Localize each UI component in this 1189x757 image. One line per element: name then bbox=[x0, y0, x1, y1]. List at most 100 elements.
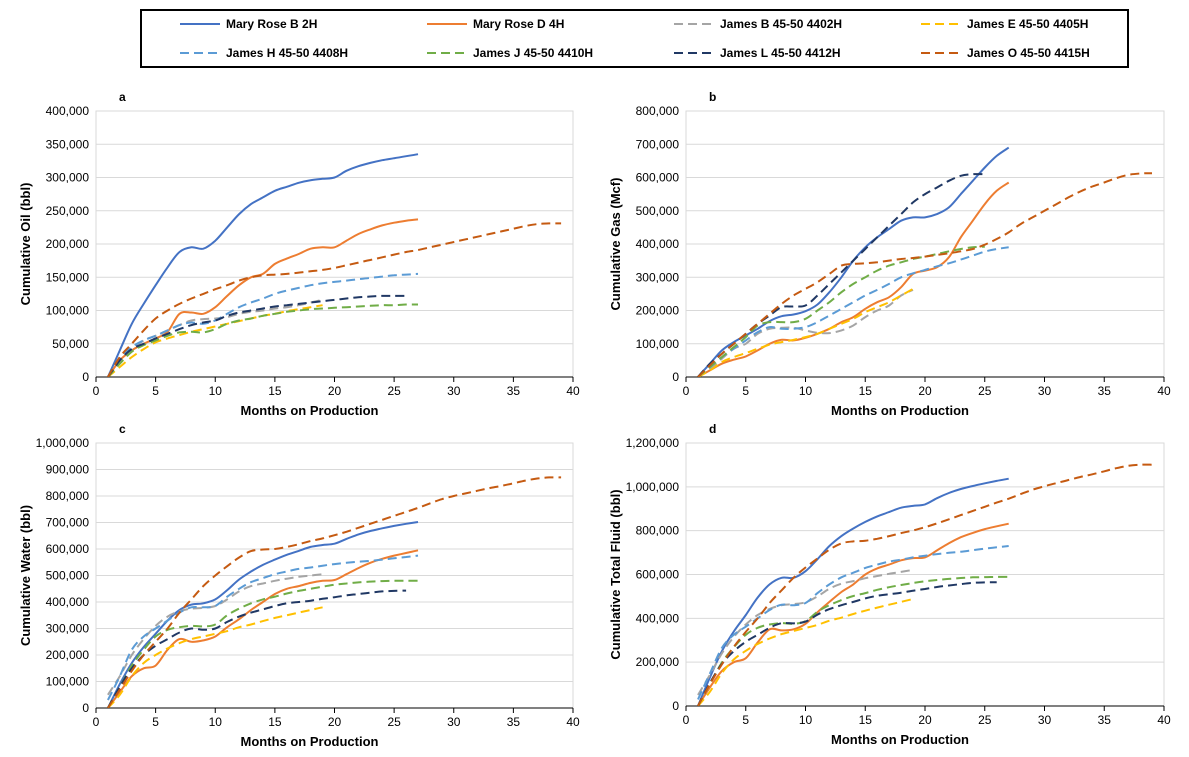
x-tick-label: 25 bbox=[387, 384, 401, 398]
legend-entry-mary-rose-d-4h: Mary Rose D 4H bbox=[427, 17, 564, 31]
x-tick-label: 0 bbox=[93, 384, 100, 398]
y-axis-title: Cumulative Oil (bbl) bbox=[18, 183, 33, 306]
series-line-mary-rose-b-2h bbox=[697, 146, 1010, 377]
y-axis-title: Cumulative Total Fluid (bbl) bbox=[608, 489, 623, 659]
legend-label: James H 45-50 4408H bbox=[226, 46, 348, 60]
series-line-james-b-45-50-4402h bbox=[107, 298, 323, 377]
legend: Mary Rose B 2H Mary Rose D 4H James B 45-5… bbox=[140, 9, 1129, 68]
x-tick-label: 40 bbox=[566, 384, 580, 398]
y-tick-label: 500,000 bbox=[636, 204, 680, 218]
legend-entry-james-o-45-50-4415h: James O 45-50 4415H bbox=[921, 46, 1090, 60]
series-line-james-e-45-50-4405h bbox=[107, 606, 323, 708]
series-line-mary-rose-d-4h bbox=[697, 522, 1009, 706]
series-line-james-b-45-50-4402h bbox=[107, 573, 323, 696]
x-tick-label: 10 bbox=[799, 384, 813, 398]
x-axis-title: Months on Production bbox=[241, 734, 379, 749]
x-tick-label: 35 bbox=[507, 715, 521, 729]
y-tick-label: 1,200,000 bbox=[626, 436, 680, 450]
y-tick-label: 350,000 bbox=[46, 137, 90, 151]
y-tick-label: 400,000 bbox=[46, 595, 90, 609]
x-tick-label: 5 bbox=[152, 384, 159, 398]
y-axis-title: Cumulative Gas (Mcf) bbox=[608, 178, 623, 311]
series-line-mary-rose-b-2h bbox=[697, 477, 1009, 706]
series-line-james-o-45-50-4415h bbox=[697, 463, 1153, 706]
panel-label: d bbox=[709, 422, 716, 436]
y-tick-label: 50,000 bbox=[52, 337, 89, 351]
y-tick-label: 0 bbox=[82, 701, 89, 715]
legend-box bbox=[140, 9, 1129, 68]
panel-label: b bbox=[709, 90, 716, 104]
legend-label: James B 45-50 4402H bbox=[720, 17, 842, 31]
y-tick-label: 200,000 bbox=[636, 655, 680, 669]
series-line-james-j-45-50-4410h bbox=[697, 245, 985, 377]
x-tick-label: 40 bbox=[1157, 713, 1171, 727]
x-tick-label: 20 bbox=[918, 384, 932, 398]
x-tick-label: 25 bbox=[978, 713, 992, 727]
panel-label: c bbox=[119, 422, 126, 436]
x-axis-title: Months on Production bbox=[831, 403, 969, 418]
y-tick-label: 200,000 bbox=[636, 304, 680, 318]
legend-label: James J 45-50 4410H bbox=[473, 46, 593, 60]
series-line-mary-rose-d-4h bbox=[107, 218, 419, 377]
panels: 0 50,000 100,000 150,000 200,000 250,000 300,0… bbox=[18, 90, 1171, 749]
x-tick-label: 10 bbox=[209, 384, 223, 398]
panel-d: 0 200,000 400,000 600,000 800,000 1,000,000 1,… bbox=[608, 422, 1171, 747]
y-tick-label: 400,000 bbox=[46, 104, 90, 118]
x-tick-label: 35 bbox=[1098, 713, 1112, 727]
legend-entry-james-e-45-50-4405h: James E 45-50 4405H bbox=[921, 17, 1088, 31]
series-line-james-l-45-50-4412h bbox=[697, 173, 985, 377]
series-line-james-j-45-50-4410h bbox=[107, 303, 419, 377]
panel-a: 0 50,000 100,000 150,000 200,000 250,000 300,0… bbox=[18, 90, 580, 418]
y-tick-label: 700,000 bbox=[636, 137, 680, 151]
y-tick-label: 900,000 bbox=[46, 463, 90, 477]
x-tick-label: 15 bbox=[268, 715, 282, 729]
legend-entry-james-l-45-50-4412h: James L 45-50 4412H bbox=[674, 46, 841, 60]
y-tick-label: 200,000 bbox=[46, 237, 90, 251]
legend-entry-james-j-45-50-4410h: James J 45-50 4410H bbox=[427, 46, 593, 60]
x-tick-label: 35 bbox=[507, 384, 521, 398]
y-tick-label: 250,000 bbox=[46, 204, 90, 218]
y-tick-label: 400,000 bbox=[636, 237, 680, 251]
x-tick-label: 40 bbox=[566, 715, 580, 729]
series-line-james-l-45-50-4412h bbox=[107, 589, 407, 708]
y-tick-label: 300,000 bbox=[46, 622, 90, 636]
y-tick-label: 100,000 bbox=[46, 675, 90, 689]
x-tick-label: 25 bbox=[978, 384, 992, 398]
x-tick-label: 30 bbox=[1038, 713, 1052, 727]
x-tick-label: 0 bbox=[93, 715, 100, 729]
y-tick-label: 400,000 bbox=[636, 611, 680, 625]
y-tick-label: 600,000 bbox=[636, 171, 680, 185]
x-tick-label: 35 bbox=[1098, 384, 1112, 398]
series-line-james-o-45-50-4415h bbox=[107, 476, 562, 708]
x-tick-label: 20 bbox=[328, 715, 342, 729]
x-tick-label: 10 bbox=[209, 715, 223, 729]
x-tick-label: 15 bbox=[859, 713, 873, 727]
y-tick-label: 600,000 bbox=[46, 542, 90, 556]
y-tick-label: 300,000 bbox=[636, 270, 680, 284]
x-tick-label: 5 bbox=[742, 713, 749, 727]
y-tick-label: 800,000 bbox=[636, 524, 680, 538]
x-tick-label: 15 bbox=[268, 384, 282, 398]
x-tick-label: 5 bbox=[742, 384, 749, 398]
y-tick-label: 0 bbox=[672, 370, 679, 384]
y-tick-label: 0 bbox=[672, 699, 679, 713]
x-tick-label: 0 bbox=[683, 384, 690, 398]
legend-label: James L 45-50 4412H bbox=[720, 46, 841, 60]
legend-label: Mary Rose D 4H bbox=[473, 17, 564, 31]
x-tick-label: 10 bbox=[799, 713, 813, 727]
series-line-james-o-45-50-4415h bbox=[697, 172, 1153, 377]
series-line-mary-rose-b-2h bbox=[107, 521, 419, 708]
series-line-mary-rose-d-4h bbox=[697, 181, 1010, 377]
series-line-james-e-45-50-4405h bbox=[697, 598, 914, 706]
series-line-james-l-45-50-4412h bbox=[697, 581, 997, 706]
legend-entry-james-h-45-50-4408h: James H 45-50 4408H bbox=[180, 46, 348, 60]
y-tick-label: 500,000 bbox=[46, 569, 90, 583]
series-group bbox=[697, 146, 1153, 377]
y-tick-label: 800,000 bbox=[46, 489, 90, 503]
series-line-james-e-45-50-4405h bbox=[697, 288, 914, 377]
series-line-james-h-45-50-4408h bbox=[107, 272, 419, 377]
y-tick-label: 150,000 bbox=[46, 270, 90, 284]
series-group bbox=[106, 153, 562, 377]
y-tick-label: 300,000 bbox=[46, 171, 90, 185]
